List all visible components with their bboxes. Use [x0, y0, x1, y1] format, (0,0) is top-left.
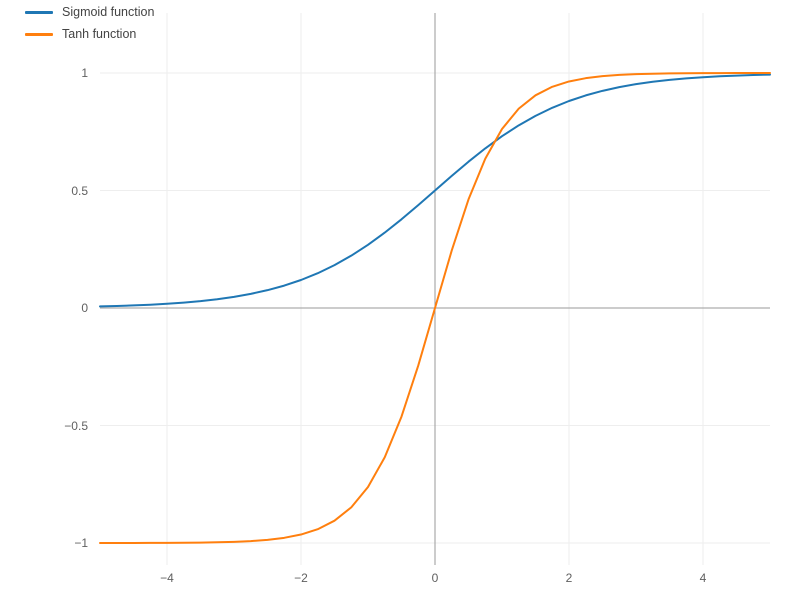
xtick-label: 2	[565, 571, 573, 585]
legend-swatch-tanh	[25, 32, 53, 36]
ytick-label: −1	[74, 536, 88, 550]
data-series-group	[99, 72, 771, 544]
legend-label-sigmoid: Sigmoid function	[62, 5, 155, 19]
legend-item-tanh[interactable]: Tanh function	[25, 24, 245, 44]
xtick-label: 4	[699, 571, 707, 585]
ytick-label: 0	[81, 301, 88, 315]
xtick-label: −4	[160, 571, 174, 585]
chart-legend: Sigmoid function Tanh function	[25, 2, 245, 46]
ytick-label: 1	[81, 66, 88, 80]
xtick-label: 0	[431, 571, 439, 585]
ytick-label: 0.5	[71, 183, 88, 198]
xtick-label: −2	[294, 571, 308, 585]
zerolines	[100, 13, 770, 565]
series-line-tanh	[99, 72, 771, 544]
legend-swatch-sigmoid	[25, 10, 53, 14]
ytick-label: −0.5	[64, 418, 88, 433]
legend-label-tanh: Tanh function	[62, 27, 137, 41]
legend-item-sigmoid[interactable]: Sigmoid function	[25, 2, 245, 22]
series-line-sigmoid	[99, 73, 771, 308]
